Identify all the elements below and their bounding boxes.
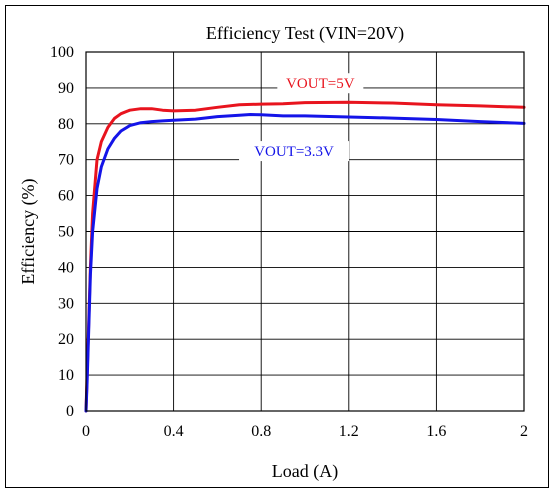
series-label: VOUT=5V (286, 76, 355, 92)
tick-labels: 0 10 20 30 40 50 60 70 80 90 100 0 0.4 0.8 1.2 1.6 2 (50, 44, 528, 440)
y-tick-label: 10 (58, 367, 74, 384)
y-tick-label: 20 (58, 331, 74, 348)
y-tick-label: 0 (66, 403, 74, 420)
y-tick-label: 40 (58, 259, 74, 276)
chart-frame: VOUT=5V VOUT=3.3V 0 10 20 30 40 50 60 70 80 90 100 0… (5, 5, 549, 488)
series-label-bg (277, 73, 364, 94)
y-tick-label: 60 (58, 188, 74, 205)
series-line-vout-3-3v (84, 113, 526, 413)
x-tick-label: 0 (82, 423, 90, 440)
x-axis-label: Load (A) (272, 461, 338, 482)
series-label: VOUT=3.3V (254, 144, 334, 160)
y-tick-label: 70 (58, 152, 74, 169)
series-line-vout-5v (84, 100, 526, 413)
series-label-bg (239, 141, 350, 162)
plot-area-border (85, 51, 525, 412)
chart-title: Efficiency Test (VIN=20V) (206, 23, 404, 44)
x-tick-label: 1.2 (339, 423, 359, 440)
y-tick-label: 90 (58, 80, 74, 97)
x-tick-label: 2 (520, 423, 528, 440)
series-labels: VOUT=5V VOUT=3.3V (239, 73, 364, 162)
x-tick-label: 0.8 (251, 423, 271, 440)
x-tick-label: 0.4 (164, 423, 184, 440)
y-tick-label: 30 (58, 295, 74, 312)
y-tick-label: 100 (50, 44, 74, 61)
y-tick-label: 50 (58, 224, 74, 241)
y-axis-label: Efficiency (%) (18, 178, 39, 284)
x-tick-label: 1.6 (426, 423, 446, 440)
y-tick-label: 80 (58, 116, 74, 133)
series-lines (84, 100, 526, 413)
